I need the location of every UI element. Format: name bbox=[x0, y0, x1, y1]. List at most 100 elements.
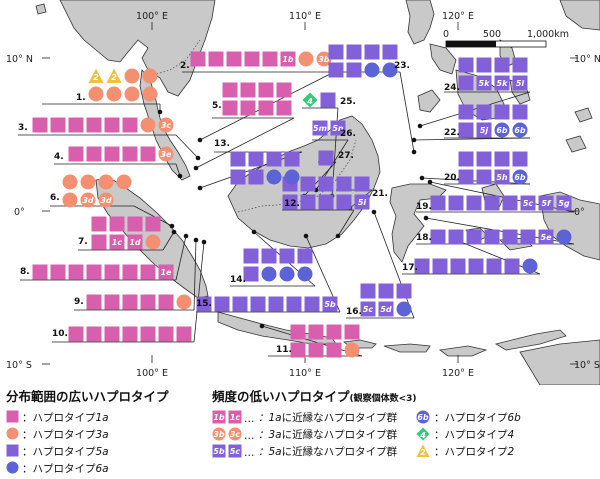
legend-ellipsis: … bbox=[244, 430, 255, 442]
legend-2-symbol: 2 bbox=[416, 444, 430, 457]
haplotype-code-label: 6b bbox=[514, 126, 526, 135]
haplotype-u-symbol bbox=[354, 176, 370, 192]
haplotype-p-symbol bbox=[226, 51, 242, 67]
haplotype-code-label: 5l bbox=[516, 79, 525, 88]
legend-group-item-label: ：1aに近縁なハプロタイプ群 bbox=[258, 411, 398, 424]
legend-left-item-label: ：ハプロタイプ6a bbox=[22, 463, 109, 475]
site-number: 4. bbox=[54, 152, 64, 162]
legend-left-item-label: ：ハプロタイプ3a bbox=[22, 429, 109, 441]
haplotype-code-label: 1c bbox=[112, 238, 123, 247]
lon-label-100: 100° E bbox=[136, 11, 168, 22]
haplotype-u-symbol bbox=[282, 194, 298, 210]
haplotype-s-symbol bbox=[298, 51, 314, 67]
haplotype-u-symbol bbox=[248, 169, 264, 185]
site-group: 13. bbox=[214, 139, 300, 185]
site-number: 21. bbox=[372, 189, 388, 199]
haplotype-code-label: 5c bbox=[363, 305, 374, 314]
haplotype-u-symbol bbox=[320, 92, 336, 108]
haplotype-p-symbol bbox=[91, 234, 107, 250]
haplotype-p-symbol bbox=[91, 216, 107, 232]
lon-label-110: 110° E bbox=[289, 11, 321, 22]
haplotype-code-label: 2 bbox=[93, 73, 99, 82]
site-number: 6. bbox=[50, 193, 60, 203]
site-group: 17. bbox=[402, 258, 538, 274]
haplotype-u-symbol bbox=[250, 296, 266, 312]
haplotype-b-symbol bbox=[364, 62, 380, 78]
haplotype-u-symbol bbox=[360, 283, 376, 299]
haplotype-u-symbol bbox=[297, 248, 313, 264]
haplotype-p-symbol bbox=[122, 117, 138, 133]
legend-right-title-main: 頻度の低いハプロタイプ bbox=[212, 389, 350, 404]
scale-bar: 0 500 1,000km bbox=[443, 29, 569, 48]
haplotype-u-symbol bbox=[318, 150, 334, 166]
haplotype-u-symbol bbox=[520, 229, 536, 245]
haplotype-p-symbol bbox=[86, 146, 102, 162]
haplotype-p-symbol bbox=[240, 82, 256, 98]
haplotype-u-symbol bbox=[430, 195, 446, 211]
haplotype-code-label: 4 bbox=[419, 431, 426, 440]
legend-5a-symbol bbox=[6, 444, 19, 457]
legend-3a-symbol bbox=[6, 427, 19, 440]
haplotype-u-symbol bbox=[364, 44, 380, 60]
legend-group-item-label: ：5aに近縁なハプロタイプ群 bbox=[258, 445, 398, 458]
sample-location-point bbox=[193, 237, 199, 243]
haplotype-code-label: 5c bbox=[523, 199, 534, 208]
sample-location-point bbox=[251, 229, 257, 235]
haplotype-code-label: 1b bbox=[282, 55, 294, 64]
haplotype-s-symbol bbox=[176, 294, 192, 310]
haplotype-p-symbol bbox=[308, 342, 324, 358]
legend-left-item-text: ：ハプロタイプ bbox=[22, 446, 96, 458]
haplotype-u-symbol bbox=[328, 62, 344, 78]
haplotype-p-symbol bbox=[68, 326, 84, 342]
site-number: 14. bbox=[230, 275, 246, 285]
haplotype-u-symbol bbox=[346, 44, 362, 60]
haplotype-5f-symbol: 5f bbox=[538, 195, 554, 211]
haplotype-u-symbol bbox=[484, 195, 500, 211]
haplotype-u-symbol bbox=[512, 151, 528, 167]
haplotype-b-symbol bbox=[261, 266, 277, 282]
haplotype-u-symbol bbox=[346, 62, 362, 78]
legend-ellipsis: … bbox=[244, 413, 255, 425]
sample-location-point bbox=[411, 149, 417, 155]
haplotype-6b-symbol: 6b bbox=[512, 169, 528, 185]
haplotype-u-symbol bbox=[382, 44, 398, 60]
haplotype-code-label: 3e bbox=[161, 150, 173, 159]
haplotype-5e-symbol: 5e bbox=[538, 229, 554, 245]
haplotype-code-label: 1d bbox=[129, 238, 141, 247]
haplotype-u-symbol bbox=[230, 169, 246, 185]
haplotype-u-symbol bbox=[430, 229, 446, 245]
haplotype-s-symbol bbox=[145, 234, 161, 250]
lat-label-0-right: 0° bbox=[574, 207, 585, 218]
scale-tick-500: 500 bbox=[483, 29, 501, 40]
haplotype-p-symbol bbox=[86, 264, 102, 280]
lon-label-120: 120° E bbox=[442, 11, 474, 22]
site-number: 1. bbox=[76, 93, 86, 103]
haplotype-u-symbol bbox=[248, 151, 264, 167]
sample-location-point bbox=[335, 233, 341, 239]
haplotype-p-symbol bbox=[50, 264, 66, 280]
site-number: 16. bbox=[346, 307, 362, 317]
legend: 分布範囲の広いハプロタイプ 頻度の低いハプロタイプ(観察個体数<3) ：ハプロタ… bbox=[6, 389, 521, 475]
sample-location-point bbox=[157, 109, 163, 115]
legend-right-title: 頻度の低いハプロタイプ(観察個体数<3) bbox=[212, 389, 417, 404]
sample-location-point bbox=[171, 229, 177, 235]
haplotype-p-symbol bbox=[145, 216, 161, 232]
haplotype-p-symbol bbox=[104, 264, 120, 280]
sample-location-point bbox=[411, 137, 417, 143]
site-number: 27. bbox=[338, 151, 354, 161]
haplotype-p-symbol bbox=[86, 117, 102, 133]
haplotype-p-symbol bbox=[158, 294, 174, 310]
haplotype-code-label: 4 bbox=[306, 97, 313, 106]
haplotype-b-symbol bbox=[279, 266, 295, 282]
haplotype-code-label: 5k bbox=[497, 79, 509, 88]
haplotype-u-symbol bbox=[502, 195, 518, 211]
haplotype-p-symbol bbox=[86, 326, 102, 342]
haplotype-u-symbol bbox=[328, 44, 344, 60]
haplotype-s-symbol bbox=[80, 174, 96, 190]
haplotype-code-label: 5h bbox=[496, 173, 508, 182]
site-number: 26. bbox=[340, 129, 356, 139]
haplotype-code-label: 5b bbox=[324, 300, 336, 309]
legend-left-item-code: 5a bbox=[96, 446, 109, 458]
sample-location-point bbox=[201, 239, 207, 245]
haplotype-u-symbol bbox=[494, 104, 510, 120]
